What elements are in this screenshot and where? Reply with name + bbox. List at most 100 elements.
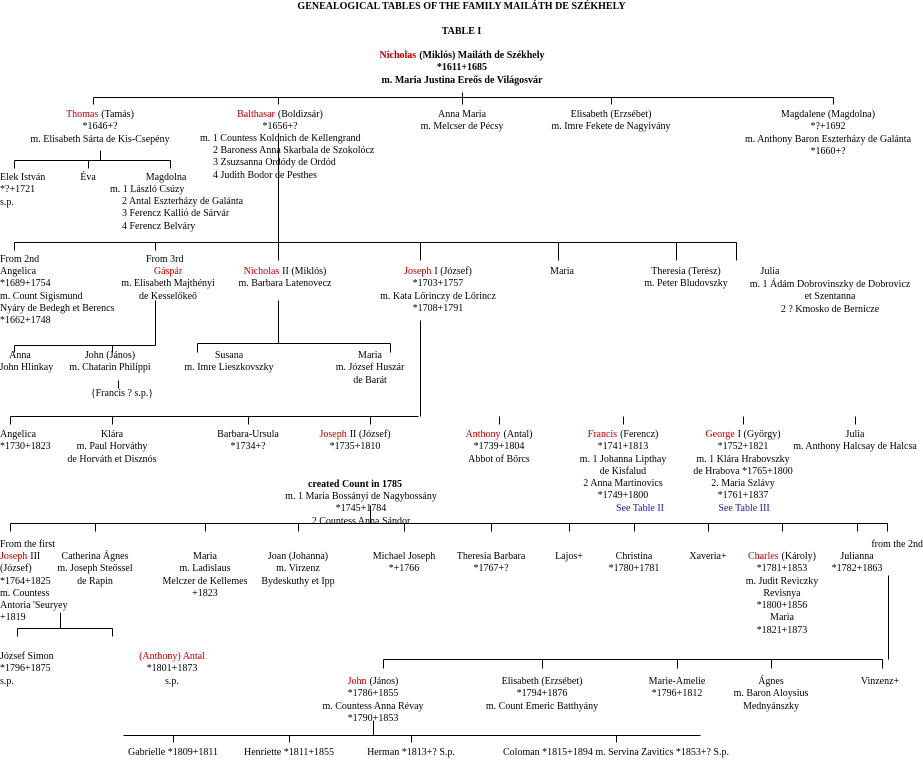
person-entry: Angelica *1689+1754 m. Count Sigismund Nyár… (0, 266, 114, 327)
entry-line: m. Count Sigismund (0, 290, 83, 302)
entry-line: *1796+1812 (651, 688, 703, 700)
person-entry: created Count in 1785 (308, 479, 402, 491)
entry-line: 2. Maria Szlávy (711, 478, 775, 490)
person-entry: Joseph III (József) *1764+1825 m. Countess An… (0, 551, 68, 625)
entry-line: de Rapin (77, 575, 113, 587)
entry-line: Coloman *1815+1894 m. Servina Zavitics *… (503, 747, 729, 758)
entry-line: John (János) (322, 676, 423, 688)
entry-line: *1780+1781 (608, 563, 660, 575)
person-entry: Susana m. Imre Lieszkovszky (184, 350, 273, 375)
entry-line: *1741+1813 (597, 441, 649, 453)
entry-line: Joseph III (0, 551, 68, 563)
person-entry: Julia m. Anthony Halcsay de Halcsa (793, 429, 917, 454)
person-name: Anthony (465, 429, 501, 440)
entry-line: Melczer de Kellemes (162, 575, 248, 587)
entry-line: *1646+? (82, 121, 118, 133)
entry-line: de Hrabova *1765+1800 (693, 465, 793, 477)
entry-line: *1794+1876 (516, 688, 568, 700)
person-entry: See Table II (616, 503, 664, 515)
entry-line: From 2nd (0, 254, 40, 265)
person-entry: m. 1 Countess Kolonich de Kellengrand (200, 133, 361, 145)
entry-line: m. Peter Bludovszky (644, 278, 728, 290)
person-entry: Theresia Barbara *1767+? (457, 551, 526, 576)
entry-line: Nicholas II (Miklós) (238, 266, 331, 278)
entry-line: Julia (760, 266, 780, 277)
entry-line: m. Anthony Halcsay de Halcsa (793, 441, 917, 453)
entry-line: Lajos+ (555, 551, 583, 562)
entry-line: Antoria 'Seuryey (0, 600, 68, 612)
entry-line: 4 Judith Bodor de Pesthes (213, 169, 317, 181)
person-name: Thomas (66, 109, 99, 120)
entry-line: Maria (550, 266, 574, 277)
person-entry: Magdalene (Magdolna) *?+1692 m. Anthony Ba… (745, 109, 911, 158)
person-entry: George I (György) *1752+1821 m. 1 Klára Hra… (693, 429, 793, 503)
entry-line: m. Elisabeth Majthényi (121, 278, 215, 290)
person-entry: Xaveria+ (689, 551, 726, 563)
person-entry: 2 Antal Eszterházy de Galánta 3 Ferencz K… (122, 196, 243, 233)
entry-line: m. John Hlinkay (0, 362, 54, 374)
person-entry: Maria m. József Huszár de Barát (336, 350, 405, 387)
person-entry: Klára m. Paul Horváthy de Horváth et Diszn… (67, 429, 156, 466)
entry-line: 4 Ferencz Belváry (122, 220, 196, 232)
table-label: TABLE I (441, 26, 482, 37)
entry-line: *1662+1748 (0, 315, 51, 327)
name-detail: (János) (369, 676, 399, 687)
person-name: John (347, 676, 367, 687)
entry-line: m. Chatarin Philippi (69, 362, 151, 374)
entry-line: (Anthony) Antal (139, 651, 205, 663)
entry-line: de Kisfalud (599, 465, 647, 477)
entry-line: Michael Joseph (372, 551, 436, 562)
person-name: Nicholas (243, 266, 280, 277)
entry-line: m. 1 Johanna Lipthay (579, 453, 667, 465)
person-entry: Julia (761, 266, 780, 278)
entry-line: Joseph I (József) (380, 266, 496, 278)
entry-line: *1730+1823 (0, 441, 51, 453)
person-name: Charles (748, 551, 779, 562)
person-entry: Balthasar (Boldizsár) *1656+? (237, 109, 323, 134)
entry-line: See Table II (616, 503, 664, 514)
person-entry: Angelica *1730+1823 (0, 429, 51, 454)
name-detail: (Károly) (781, 551, 816, 562)
entry-line: Barbara-Ursula (217, 429, 279, 440)
entry-line: John (János) (84, 350, 136, 361)
person-name: Francis (587, 429, 618, 440)
entry-line: m. Maria Justina Ereős de Világosvár (381, 74, 543, 86)
entry-line: *1739+1804 (473, 441, 525, 453)
entry-line: Xaveria+ (689, 551, 727, 562)
entry-line: m. József Huszár (335, 362, 405, 374)
entry-line: George I (György) (693, 429, 793, 441)
entry-line: *1735+1810 (329, 441, 381, 453)
entry-line: 2 Baroness Anna Skarbala de Szokolócz (213, 145, 375, 156)
person-entry: Vinzenz+ (861, 676, 899, 688)
person-name: Nicholas (379, 50, 417, 61)
entry-line: (József) (0, 563, 32, 575)
entry-line: m. 1 Countess Kolonich de Kellengrand (200, 133, 361, 144)
entry-line: m. Paul Horváthy (76, 441, 148, 453)
entry-line: Balthasar (Boldizsár) (237, 109, 323, 121)
entry-line: 2 ? Kmosko de Bernicze (780, 303, 880, 315)
name-detail: (Boldizsár) (277, 109, 323, 120)
entry-line: created Count in 1785 (308, 479, 402, 490)
name-detail: II (Miklós) (282, 266, 327, 277)
person-entry: 2 Baroness Anna Skarbala de Szokolócz 3 Z… (213, 145, 374, 182)
entry-line: m. Countess (0, 587, 50, 599)
entry-line: Vinzenz+ (860, 676, 900, 687)
person-entry: Anna Maria m. Melcser de Pécsy (421, 109, 504, 134)
entry-line: m. Countess Anna Révay (322, 700, 424, 712)
entry-line: Ágnes (758, 676, 784, 687)
person-entry: Magdolna (146, 172, 187, 184)
entry-line: Charles (Károly) (746, 551, 819, 563)
entry-line: m. 1 Ádám Dobrovinszky de Dobrovicz (749, 279, 911, 290)
entry-line: Francis (Ferencz) (580, 429, 667, 441)
entry-line: *1790+1853 (347, 712, 399, 724)
person-entry: Gabrielle *1809+1811 (128, 747, 218, 759)
entry-line: Joan (Johanna) (267, 551, 329, 562)
name-detail: III (30, 551, 41, 562)
person-entry: Nicholas (Miklós) Mailáth de Székhely *161… (380, 50, 545, 87)
entry-line: *1611+1685 (436, 62, 488, 74)
name-detail: I (József) (434, 266, 472, 277)
entry-line: Theresia Barbara (456, 551, 526, 562)
entry-line: *1752+1821 (717, 441, 769, 453)
entry-line: *1708+1791 (412, 302, 464, 314)
